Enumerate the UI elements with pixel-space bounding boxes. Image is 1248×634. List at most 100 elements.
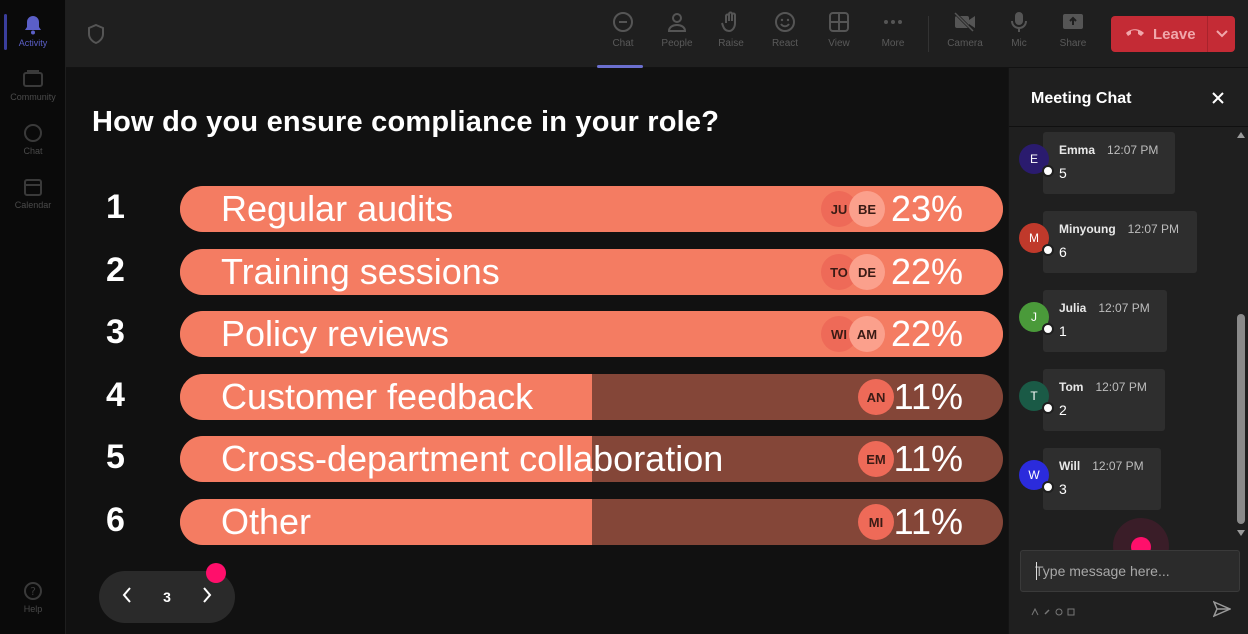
chevron-left-icon bbox=[122, 586, 132, 608]
sender-name: Emma bbox=[1059, 143, 1096, 157]
toolbar-people-button[interactable]: People bbox=[650, 10, 704, 60]
option-percent: 11% bbox=[893, 376, 963, 417]
attach-icon[interactable] bbox=[1043, 603, 1051, 615]
slide-pager: 3 bbox=[99, 571, 235, 623]
gif-icon[interactable] bbox=[1067, 603, 1075, 616]
rail-item-activity[interactable]: Activity bbox=[0, 8, 66, 60]
option-label: Training sessions bbox=[221, 251, 500, 292]
close-chat-button[interactable] bbox=[1210, 90, 1228, 108]
poll-question: How do you ensure compliance in your rol… bbox=[92, 106, 720, 138]
leave-main[interactable]: Leave bbox=[1111, 16, 1207, 52]
leave-label: Leave bbox=[1153, 25, 1196, 43]
toolbar-chat-button[interactable]: Chat bbox=[596, 10, 650, 68]
rail-item-community[interactable]: Community bbox=[0, 62, 66, 114]
presence-status-icon bbox=[1042, 165, 1054, 177]
close-icon bbox=[1210, 92, 1226, 110]
chat-title: Meeting Chat bbox=[1031, 90, 1132, 107]
rail-item-help[interactable]: ? Help bbox=[0, 574, 66, 626]
poll-option-bar: Regular audits JU BE 23% bbox=[180, 186, 1003, 232]
voter-avatar: EM bbox=[858, 441, 894, 477]
option-label: Other bbox=[221, 501, 312, 542]
shield-icon[interactable] bbox=[86, 23, 106, 45]
toolbar-share-button[interactable]: Share bbox=[1046, 10, 1100, 60]
option-number: 1 bbox=[106, 188, 125, 226]
message-text: 1 bbox=[1059, 323, 1067, 339]
chat-scroll-thumb[interactable] bbox=[1237, 314, 1245, 524]
mic-icon bbox=[1007, 10, 1031, 34]
toolbar-label: Share bbox=[1059, 38, 1087, 49]
send-icon[interactable] bbox=[1212, 600, 1232, 618]
poll-option-fill bbox=[180, 436, 592, 482]
toolbar-mic-button[interactable]: Mic bbox=[992, 10, 1046, 60]
message-bubble: Emma 12:07 PM 5 bbox=[1043, 132, 1175, 194]
slide-number: 3 bbox=[163, 589, 171, 605]
chevron-right-icon bbox=[202, 586, 212, 608]
option-number: 4 bbox=[106, 376, 125, 414]
option-number: 6 bbox=[106, 501, 125, 539]
rail-label: Chat bbox=[23, 146, 43, 156]
toolbar-label: React bbox=[771, 38, 799, 49]
poll-option-fill bbox=[180, 499, 592, 545]
chevron-down-icon bbox=[1215, 25, 1228, 43]
rail-label: Activity bbox=[18, 38, 48, 48]
format-icon[interactable] bbox=[1031, 603, 1039, 616]
raise-hand-icon bbox=[719, 10, 743, 34]
message-time: 12:07 PM bbox=[1092, 459, 1144, 473]
poll-option-bar: Other MI 11% bbox=[180, 499, 1003, 545]
compose-tools bbox=[1031, 603, 1075, 616]
message-text: 3 bbox=[1059, 481, 1067, 497]
voter-avatar: DE bbox=[849, 254, 885, 290]
option-percent: 23% bbox=[890, 188, 963, 229]
chat-message-input[interactable] bbox=[1020, 550, 1240, 592]
leave-button[interactable]: Leave bbox=[1111, 16, 1235, 52]
toolbar-label: More bbox=[881, 38, 905, 49]
scroll-down-arrow[interactable] bbox=[1237, 530, 1245, 536]
option-percent: 22% bbox=[890, 251, 963, 292]
option-percent: 11% bbox=[893, 438, 963, 479]
prev-slide-button[interactable] bbox=[117, 586, 137, 608]
leave-separator bbox=[1207, 16, 1208, 52]
rail-label: Calendar bbox=[14, 200, 52, 210]
poll-option-bar: Customer feedback AN 11% bbox=[180, 374, 1003, 420]
sender-name: Will bbox=[1059, 459, 1081, 473]
toolbar-camera-button[interactable]: Camera bbox=[938, 10, 992, 60]
rail-item-calendar[interactable]: Calendar bbox=[0, 170, 66, 222]
toolbar-raise-button[interactable]: Raise bbox=[704, 10, 758, 60]
rail-item-chat[interactable]: Chat bbox=[0, 116, 66, 168]
help-icon: ? bbox=[22, 580, 44, 602]
toolbar-react-button[interactable]: React bbox=[758, 10, 812, 60]
poll-option-fill bbox=[180, 374, 592, 420]
message-text: 5 bbox=[1059, 165, 1067, 181]
sender-name: Minyoung bbox=[1059, 222, 1116, 236]
message-bubble: Will 12:07 PM 3 bbox=[1043, 448, 1161, 510]
option-number: 2 bbox=[106, 251, 125, 289]
poll-option-bar: Cross-department collaboration EM 11% bbox=[180, 436, 1003, 482]
option-label: Cross-department collaboration bbox=[221, 438, 724, 479]
voter-avatar: MI bbox=[858, 504, 894, 540]
toolbar-label: Mic bbox=[1011, 38, 1027, 49]
toolbar-label: Chat bbox=[612, 38, 634, 49]
message-time: 12:07 PM bbox=[1098, 301, 1150, 315]
calendar-icon bbox=[22, 176, 44, 198]
message-text: 6 bbox=[1059, 244, 1067, 260]
voter-avatar: AM bbox=[849, 316, 885, 352]
scroll-up-arrow[interactable] bbox=[1237, 132, 1245, 138]
poll-stage: How do you ensure compliance in your rol… bbox=[66, 68, 1008, 634]
toolbar-more-button[interactable]: More bbox=[866, 10, 920, 60]
voter-avatar: BE bbox=[849, 191, 885, 227]
poll-option-bar: Training sessions TO DE 22% bbox=[180, 249, 1003, 295]
toolbar-label: Camera bbox=[947, 38, 983, 49]
pointer-indicator bbox=[206, 563, 226, 583]
text-caret bbox=[1036, 562, 1037, 580]
option-label: Customer feedback bbox=[221, 376, 534, 417]
leave-options-button[interactable] bbox=[1208, 16, 1235, 52]
message-time: 12:07 PM bbox=[1127, 222, 1180, 236]
next-slide-button[interactable] bbox=[197, 586, 217, 608]
toolbar-view-button[interactable]: View bbox=[812, 10, 866, 60]
presence-status-icon bbox=[1042, 323, 1054, 335]
react-icon bbox=[773, 10, 797, 34]
meeting-toolbar: Chat People Raise React View More Camera… bbox=[66, 0, 1248, 68]
people-icon bbox=[665, 10, 689, 34]
emoji-icon[interactable] bbox=[1055, 603, 1063, 616]
message-time: 12:07 PM bbox=[1107, 143, 1159, 157]
